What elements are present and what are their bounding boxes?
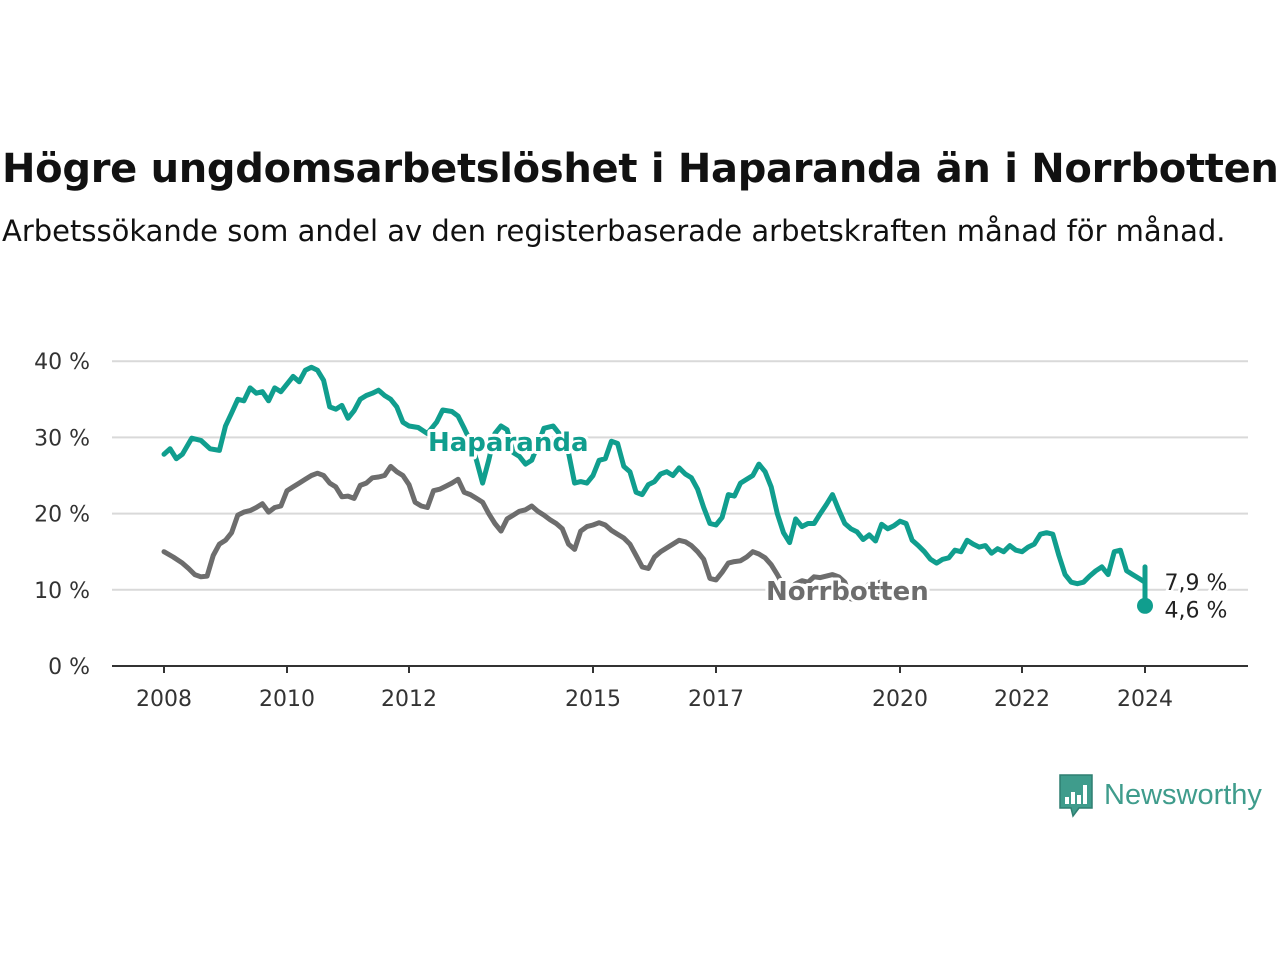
x-tick-label: 2024 [1117,687,1173,712]
series-label-norrbotten: Norrbotten [766,577,929,607]
newsworthy-logo: Newsworthy [1058,772,1262,818]
y-axis-ticks: 0 % 10 % 20 % 30 % 40 % [34,350,90,680]
bar-chart-icon [1059,774,1093,818]
series-end-marker [1137,597,1153,614]
series-lines [161,364,1153,614]
x-tick-label: 2022 [994,687,1050,712]
series-label-haparanda: Haparanda [428,428,589,458]
series-end-marker [873,579,890,596]
x-tick-label: 2015 [565,687,621,712]
brand-name: Newsworthy [1104,778,1262,811]
series-line-norrbotten [161,463,885,603]
series-line-haparanda [161,364,1148,610]
y-tick-label: 0 % [48,655,90,680]
y-tick-label: 30 % [34,426,90,451]
x-tick-label: 2008 [136,687,192,712]
x-axis-ticks: 2008 2010 2012 2015 2017 2020 2022 2024 [136,666,1173,712]
x-tick-label: 2012 [381,687,437,712]
x-tick-label: 2020 [872,687,928,712]
y-tick-label: 40 % [34,350,90,375]
chart-subtitle: Arbetssökande som andel av den registerb… [2,214,1226,248]
grid-lines [112,360,1248,591]
y-tick-label: 10 % [34,579,90,604]
chart-title: Högre ungdomsarbetslöshet i Haparanda än… [2,146,1279,192]
x-tick-label: 2010 [259,687,315,712]
series-labels: Haparanda 7,9 % Norrbotten 4,6 % [425,425,1230,626]
series-end-value: 7,9 % [1165,571,1228,596]
line-chart: 0 % 10 % 20 % 30 % 40 % 2008 2010 2012 2015 2017… [34,350,1248,712]
y-tick-label: 20 % [34,503,90,528]
series-end-value: 4,6 % [1165,599,1228,624]
x-tick-label: 2017 [688,687,744,712]
